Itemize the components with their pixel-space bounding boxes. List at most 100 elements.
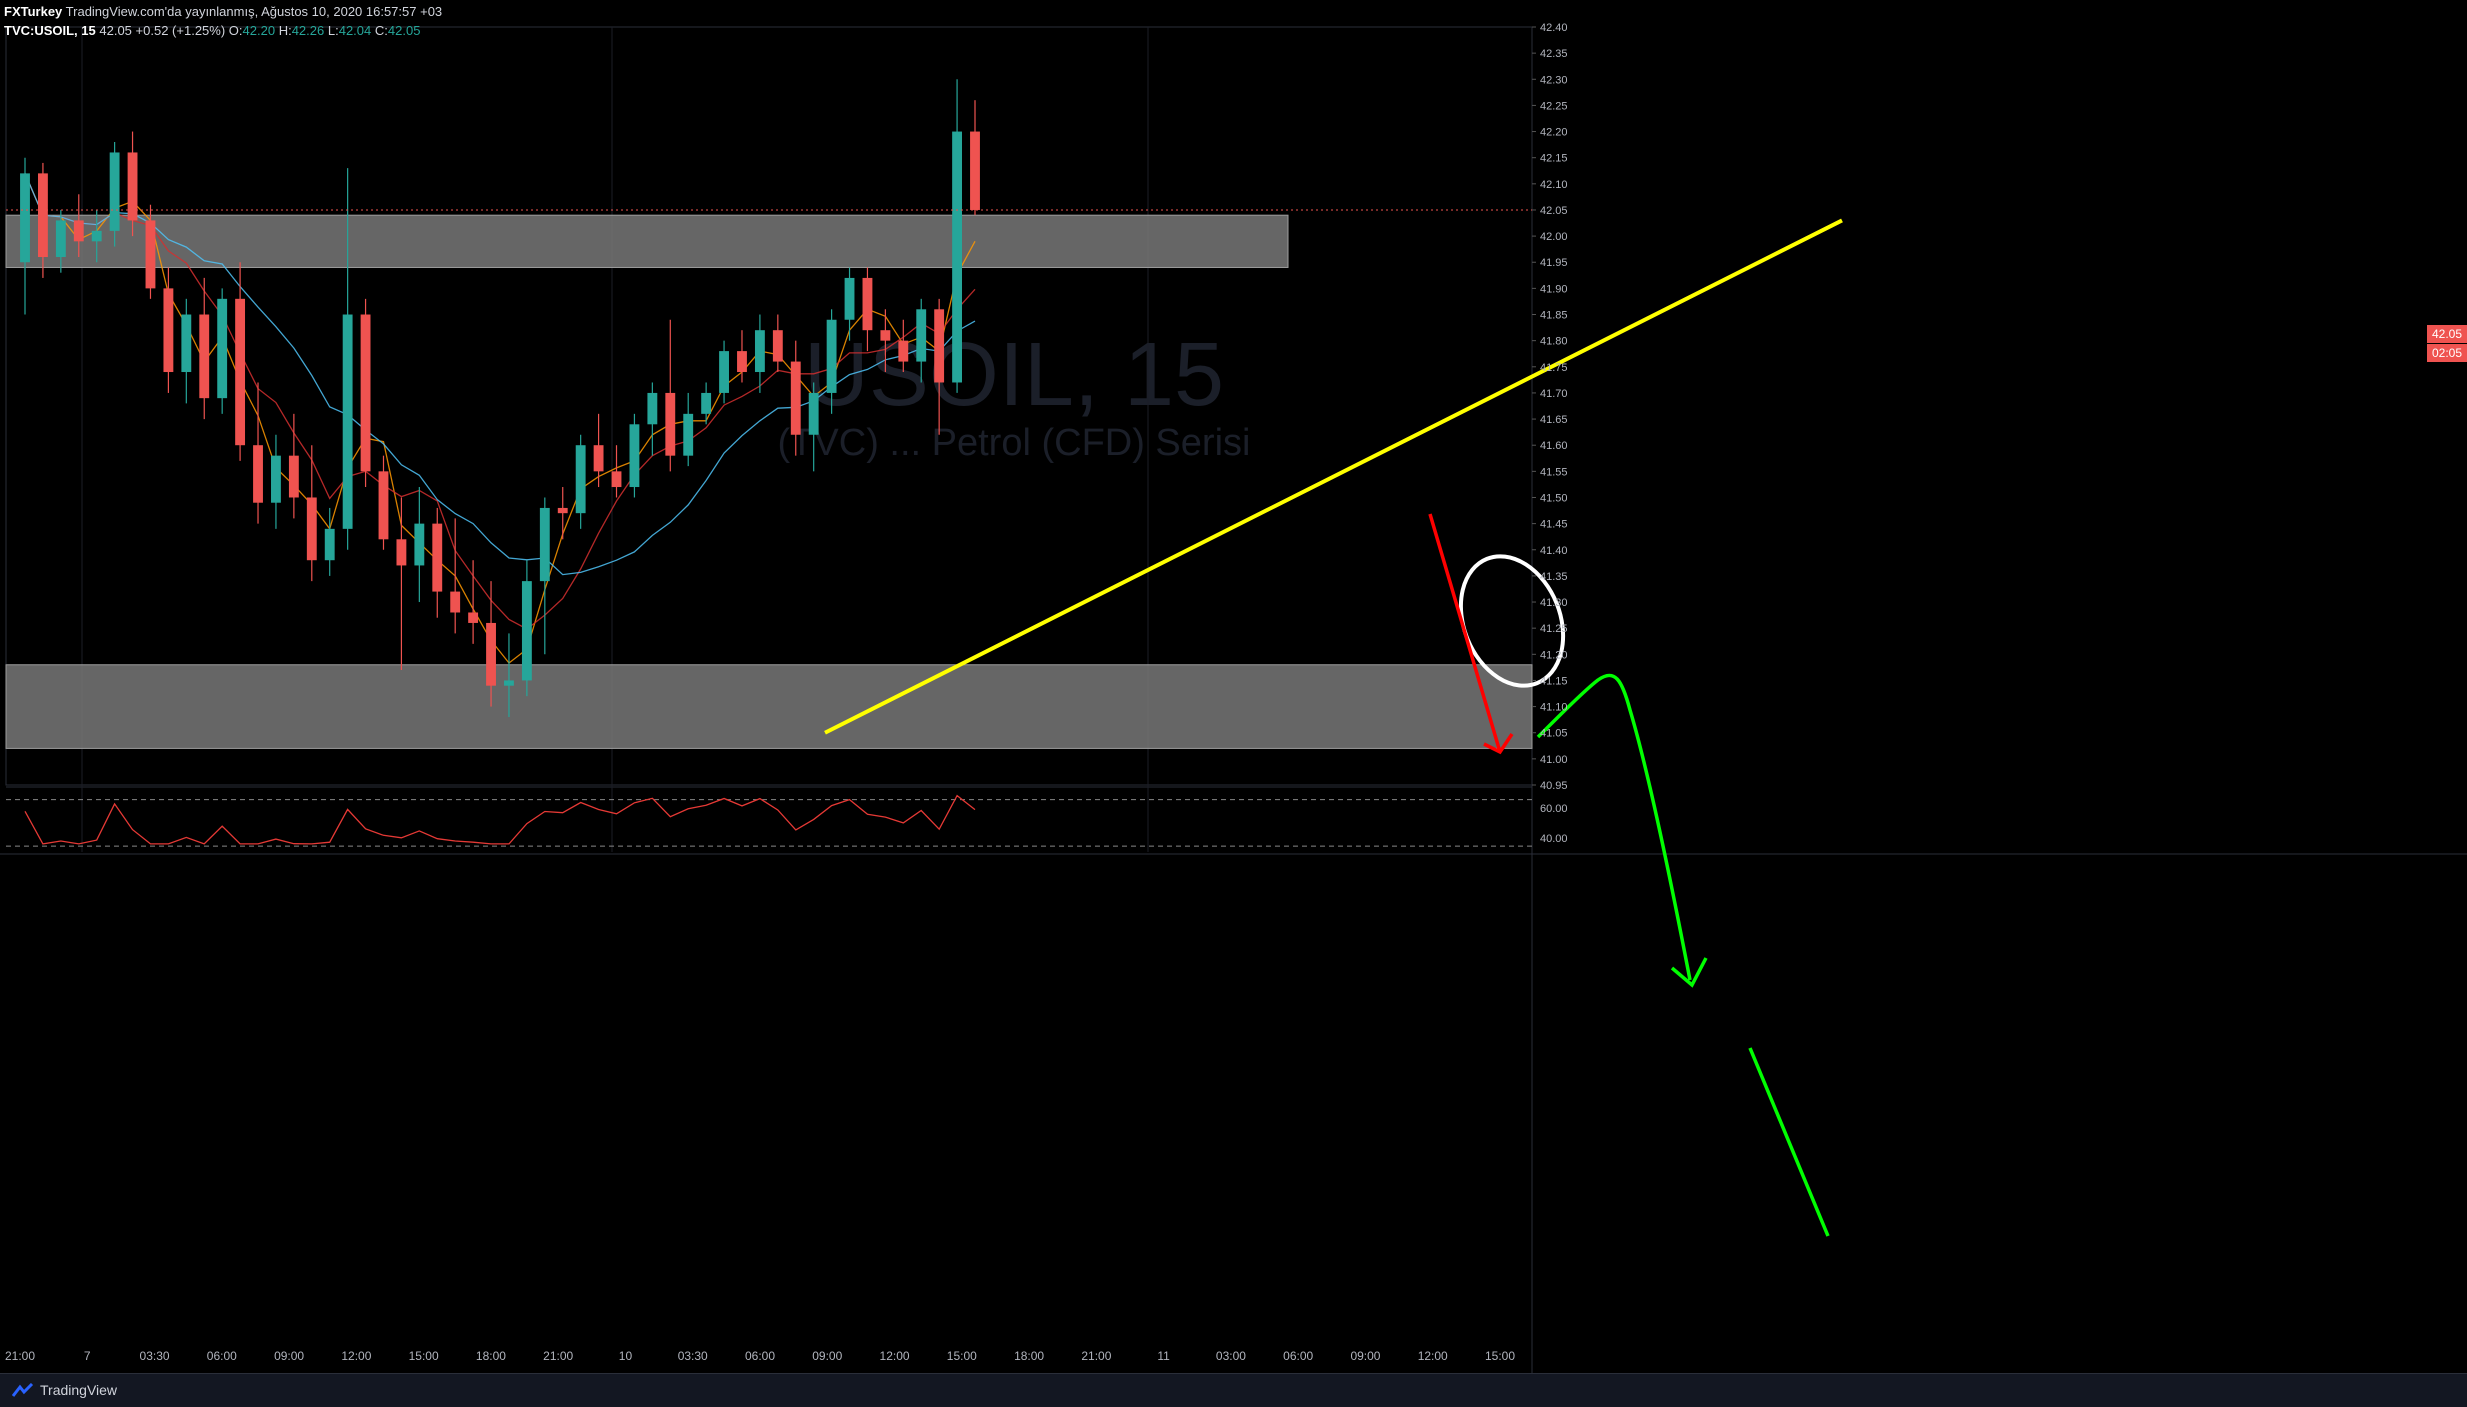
time-tick-label: 09:00 — [274, 1349, 304, 1363]
candle[interactable] — [432, 523, 443, 592]
resistance-zone[interactable] — [5, 214, 1289, 268]
symbol-label[interactable]: TVC:USOIL, 15 — [4, 23, 96, 38]
rsi-tick-label: 40.00 — [1540, 833, 1568, 845]
candle[interactable] — [629, 424, 640, 488]
price-tick-label: 41.80 — [1540, 336, 1568, 348]
candle[interactable] — [109, 152, 120, 231]
candle[interactable] — [396, 539, 407, 566]
candle[interactable] — [324, 528, 335, 561]
candle[interactable] — [414, 523, 425, 566]
support-zone[interactable] — [5, 664, 1533, 749]
candle[interactable] — [217, 298, 228, 399]
price-tick-label: 42.30 — [1540, 74, 1568, 86]
candle[interactable] — [521, 581, 532, 681]
candle[interactable] — [665, 392, 676, 456]
candle[interactable] — [450, 591, 461, 613]
candle[interactable] — [504, 680, 514, 686]
candle[interactable] — [539, 507, 550, 582]
time-tick-label: 03:00 — [1216, 1349, 1246, 1363]
price-tick-label: 41.30 — [1540, 597, 1568, 609]
candle[interactable] — [862, 277, 873, 331]
candle[interactable] — [360, 314, 371, 472]
close-label: C: — [374, 23, 388, 38]
candle[interactable] — [271, 455, 281, 503]
time-tick-label: 12:00 — [341, 1349, 371, 1363]
candle[interactable] — [593, 445, 604, 472]
price-tick-label: 41.70 — [1540, 388, 1568, 400]
red-down-arrow[interactable] — [1428, 513, 1514, 755]
candle[interactable] — [163, 288, 174, 373]
price-tick-label: 42.35 — [1540, 48, 1568, 60]
candle[interactable] — [737, 351, 747, 373]
symbol-line: TVC:USOIL, 15 42.05 +0.52 (+1.25%) O:42.… — [4, 21, 442, 40]
watermark-name: (TVC) ... Petrol (CFD) Serisi — [778, 422, 1251, 464]
price-tick-label: 41.10 — [1540, 702, 1568, 714]
candle[interactable] — [898, 340, 909, 362]
candle[interactable] — [73, 220, 84, 242]
author-name[interactable]: FXTurkey — [4, 4, 63, 19]
candle[interactable] — [181, 314, 192, 373]
close-value: 42.05 — [387, 23, 421, 38]
rsi-tick-label: 60.00 — [1540, 803, 1568, 815]
green-projection-line[interactable] — [1748, 1047, 1830, 1237]
candle[interactable] — [235, 298, 246, 446]
candle[interactable] — [342, 314, 353, 529]
time-tick-label: 09:00 — [1350, 1349, 1380, 1363]
price-tick-label: 42.00 — [1540, 231, 1568, 243]
candle[interactable] — [288, 455, 299, 498]
candle[interactable] — [20, 173, 30, 263]
rsi-line — [24, 794, 976, 845]
open-value: 42.20 — [242, 23, 276, 38]
candle[interactable] — [306, 497, 317, 561]
price-tick-label: 40.95 — [1540, 780, 1568, 792]
candle[interactable] — [952, 131, 963, 383]
chart-header: FXTurkey TradingView.com'da yayınlanmış,… — [4, 2, 442, 40]
candle[interactable] — [683, 413, 694, 456]
price-tick-label: 42.25 — [1540, 100, 1568, 112]
candle[interactable] — [754, 330, 765, 373]
candle[interactable] — [772, 330, 783, 362]
candle[interactable] — [611, 471, 622, 488]
price-tick-label: 41.00 — [1540, 754, 1568, 766]
candle[interactable] — [916, 309, 927, 362]
candle[interactable] — [701, 392, 712, 414]
candle[interactable] — [55, 220, 66, 258]
candle[interactable] — [719, 351, 729, 393]
price-tick-label: 41.55 — [1540, 466, 1568, 478]
candle[interactable] — [880, 330, 891, 341]
candle[interactable] — [253, 445, 263, 503]
candle[interactable] — [199, 314, 210, 399]
candle[interactable] — [145, 220, 156, 289]
candle[interactable] — [557, 507, 568, 514]
price-tick-label: 41.95 — [1540, 257, 1568, 269]
open-label: O: — [228, 23, 243, 38]
high-value: 42.26 — [291, 23, 325, 38]
candle[interactable] — [468, 612, 479, 623]
candle[interactable] — [970, 131, 980, 210]
price-tick-label: 41.65 — [1540, 414, 1568, 426]
candle[interactable] — [575, 445, 586, 514]
candle[interactable] — [378, 471, 389, 540]
candle[interactable] — [486, 622, 496, 686]
time-tick-label: 21:00 — [1081, 1349, 1111, 1363]
tradingview-brand[interactable]: TradingView — [12, 1382, 117, 1398]
candle[interactable] — [934, 309, 945, 383]
green-projection-arrow[interactable] — [1536, 673, 1708, 988]
price-tick-label: 41.20 — [1540, 649, 1568, 661]
candle[interactable] — [37, 173, 48, 258]
time-tick-label: 10 — [619, 1349, 633, 1363]
time-tick-label: 18:00 — [476, 1349, 506, 1363]
candle[interactable] — [91, 230, 102, 242]
trendline[interactable] — [824, 218, 1843, 735]
candle[interactable] — [790, 361, 801, 435]
candle[interactable] — [127, 152, 138, 221]
candle[interactable] — [647, 392, 658, 425]
candle[interactable] — [826, 319, 837, 393]
time-tick-label: 15:00 — [1485, 1349, 1515, 1363]
time-tick-label: 18:00 — [1014, 1349, 1044, 1363]
candle[interactable] — [844, 277, 855, 320]
time-tick-label: 12:00 — [1418, 1349, 1448, 1363]
candle[interactable] — [808, 392, 819, 435]
time-tick-label: 11 — [1157, 1349, 1170, 1363]
